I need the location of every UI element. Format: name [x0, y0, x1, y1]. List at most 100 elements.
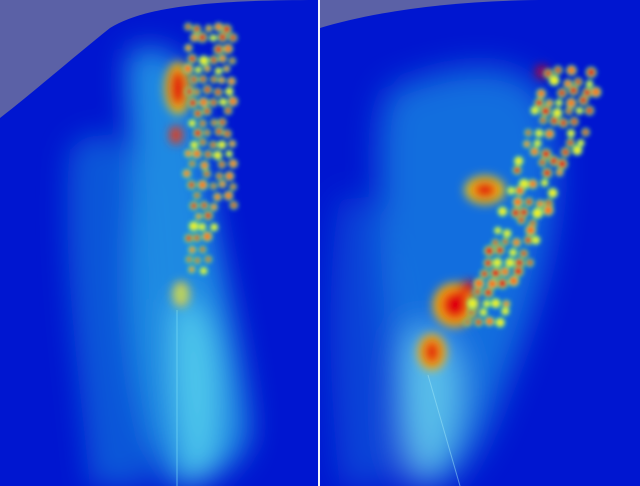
hotspot-field [463, 65, 602, 328]
hotspot [201, 162, 208, 169]
hotspot [185, 45, 192, 51]
hotspot [200, 139, 206, 145]
hotspot [558, 89, 566, 97]
cyan-glow [330, 67, 557, 486]
hotspot [544, 206, 553, 215]
hotspot [587, 81, 592, 87]
hotspot [541, 180, 548, 186]
seam-line [427, 374, 461, 486]
hotspot [204, 130, 210, 135]
hotspot [525, 236, 532, 244]
hotspot [194, 193, 200, 198]
hotspot [587, 68, 596, 77]
hotspot [230, 58, 235, 64]
hotspot [219, 161, 225, 168]
hotspot [204, 171, 210, 177]
hotspot [526, 226, 535, 235]
hotspot [474, 279, 484, 288]
hotspot [210, 56, 217, 64]
hotspot [484, 301, 490, 307]
hotspot [229, 97, 237, 105]
hotspot [224, 66, 229, 71]
hotspot [200, 76, 206, 82]
panel-divider [318, 0, 320, 486]
hotspot [183, 170, 190, 177]
hotspot [536, 130, 543, 137]
hotspot [196, 214, 201, 219]
hotspot [210, 35, 216, 41]
hotspot [219, 119, 226, 126]
hotspot [186, 88, 193, 95]
hotspot [498, 279, 507, 288]
hotspot [570, 118, 578, 125]
hotspot [504, 230, 511, 237]
hotspot [496, 318, 504, 327]
hotspot [548, 189, 557, 197]
hotspot [210, 142, 216, 148]
hotspot [203, 108, 211, 115]
hotspot [224, 45, 232, 53]
hotspot [225, 192, 232, 199]
hotspot [220, 99, 226, 105]
hotspot [211, 76, 217, 82]
hotspot [512, 208, 521, 217]
hotspot [211, 204, 217, 210]
hotspot [191, 76, 198, 83]
hotspot [226, 88, 233, 95]
hotspot [573, 146, 581, 154]
hotspot [509, 276, 518, 285]
hotspot [508, 187, 514, 194]
hotspot [219, 181, 226, 187]
hotspot [465, 319, 470, 325]
hotspot [531, 148, 538, 155]
hotspot [567, 66, 576, 75]
hotspot [484, 259, 492, 267]
hotspot [485, 317, 494, 325]
hotspot [578, 140, 584, 146]
hotspot [525, 198, 533, 206]
hotspot [226, 172, 233, 180]
hotspot [188, 55, 196, 63]
hotspot [230, 160, 237, 167]
hotspot [503, 301, 510, 307]
hotspot [559, 119, 567, 127]
hotspot [188, 181, 195, 189]
hotspot [189, 99, 197, 107]
hotspot [218, 141, 226, 148]
hotspot [230, 202, 237, 209]
hotspot [184, 64, 192, 73]
hotspot [546, 100, 553, 106]
hotspot [513, 166, 521, 174]
hotspot [502, 239, 508, 245]
cyan-glow [67, 47, 251, 486]
hotspot [481, 270, 488, 278]
hot-blobs [165, 62, 191, 306]
hotspot [531, 107, 538, 114]
hotspot [562, 148, 569, 156]
hotspot [569, 86, 578, 95]
hotspot [574, 78, 582, 86]
hotspot [475, 319, 482, 326]
hotspot [513, 198, 522, 206]
hotspot [225, 107, 231, 114]
hotspot [567, 139, 574, 146]
hotspot [515, 259, 524, 268]
hotspot [185, 24, 191, 30]
hotspot [219, 55, 226, 62]
hotspot [524, 141, 530, 147]
hotspot [568, 130, 574, 137]
hotspot [200, 247, 206, 252]
hotspot [520, 250, 527, 257]
hotspot [185, 150, 192, 157]
hotspot [215, 68, 222, 74]
hotspot [228, 78, 235, 85]
hotspot [229, 141, 235, 147]
hotspot [532, 236, 540, 244]
hotspot [554, 67, 562, 74]
hotspot [492, 299, 500, 308]
right-surface-svg [320, 0, 640, 486]
hotspot [567, 99, 576, 108]
hotspot [539, 159, 546, 166]
hotspot [204, 212, 212, 220]
hotspot [564, 80, 572, 87]
